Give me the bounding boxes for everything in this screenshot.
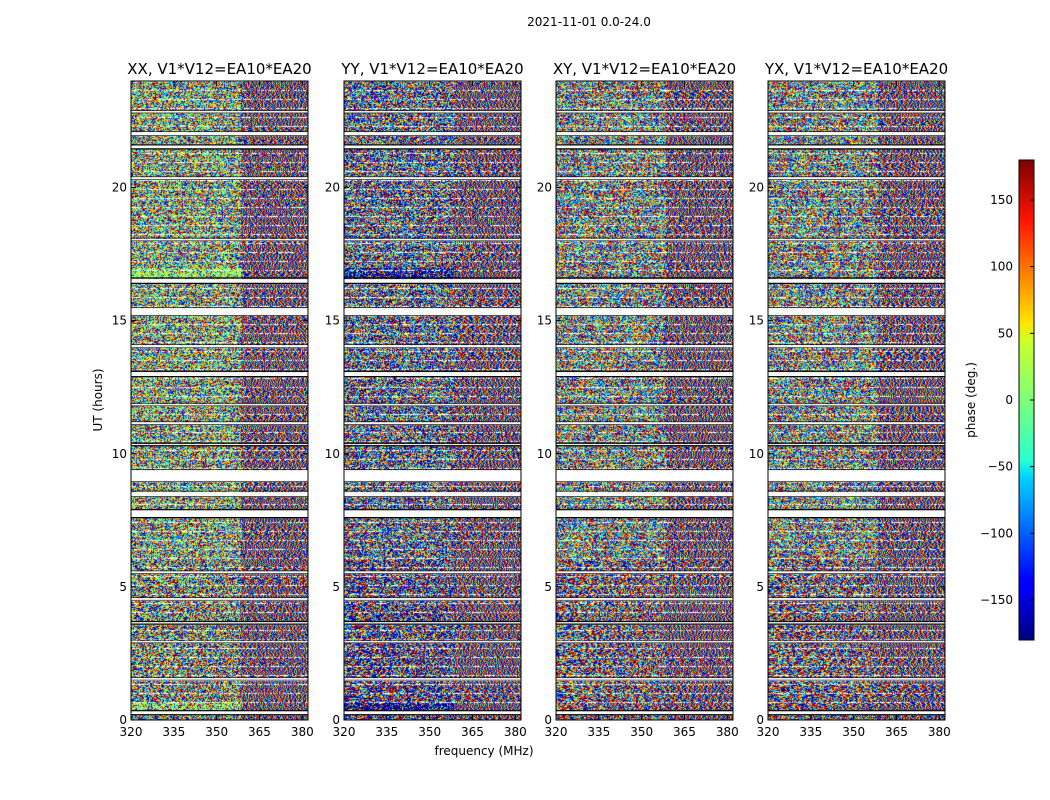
y-tick-label: 10	[537, 447, 552, 461]
y-tick-label: 0	[119, 713, 127, 727]
panels: XX, V1*V12=EA10*EA20 320 335 350 365 380 0 5 10 1…	[112, 60, 951, 739]
y-tick-label: 15	[749, 314, 764, 328]
colorbar-tick-label: 50	[998, 326, 1013, 340]
x-tick-label: 320	[333, 725, 356, 739]
x-tick-label: 350	[630, 725, 653, 739]
y-tick-label: 15	[112, 314, 127, 328]
panel-frame	[555, 80, 734, 721]
panel-title: YX, V1*V12=EA10*EA20	[764, 60, 948, 78]
y-tick-label: 5	[332, 580, 340, 594]
panel-title: XY, V1*V12=EA10*EA20	[553, 60, 736, 78]
heatmap-yx	[768, 81, 945, 720]
panel-title: XX, V1*V12=EA10*EA20	[127, 60, 311, 78]
x-tick-label: 365	[885, 725, 908, 739]
x-tick-label: 380	[716, 725, 739, 739]
x-tick-label: 350	[842, 725, 865, 739]
colorbar-tick-label: −100	[980, 526, 1013, 540]
x-tick-label: 350	[205, 725, 228, 739]
x-tick-label: 380	[504, 725, 527, 739]
x-tick-label: 365	[673, 725, 696, 739]
x-tick-label: 320	[545, 725, 568, 739]
x-tick-label: 335	[162, 725, 185, 739]
colorbar-ticks: −150 −100 −50 0 50 100 150	[980, 193, 1034, 607]
panel-frame	[130, 80, 309, 721]
heatmap-xx	[131, 81, 308, 720]
x-tick-label: 365	[248, 725, 271, 739]
x-tick-label: 335	[587, 725, 610, 739]
x-tick-label: 335	[799, 725, 822, 739]
heatmap-xy	[556, 81, 733, 720]
colorbar-tick-label: 0	[1005, 393, 1013, 407]
panel-title: YY, V1*V12=EA10*EA20	[340, 60, 523, 78]
x-tick-label: 380	[291, 725, 314, 739]
x-axis-label: frequency (MHz)	[434, 744, 533, 758]
y-tick-label: 5	[119, 580, 127, 594]
panel-yy: YY, V1*V12=EA10*EA20 320 335 350 365 380 0 5 10 1…	[325, 60, 527, 739]
y-tick-label: 5	[544, 580, 552, 594]
y-tick-label: 20	[537, 181, 552, 195]
y-tick-label: 0	[544, 713, 552, 727]
y-axis-label: UT (hours)	[91, 368, 105, 431]
y-tick-label: 10	[112, 447, 127, 461]
x-tick-label: 380	[928, 725, 951, 739]
panel-yx: YX, V1*V12=EA10*EA20 320 335 350 365 380 0 5 10 1…	[749, 60, 951, 739]
y-tick-label: 10	[325, 447, 340, 461]
heatmap-yy	[344, 81, 521, 720]
y-tick-label: 15	[537, 314, 552, 328]
colorbar-tick-label: 100	[990, 260, 1013, 274]
panel-xx: XX, V1*V12=EA10*EA20 320 335 350 365 380 0 5 10 1…	[112, 60, 314, 739]
panel-frame	[767, 80, 946, 721]
y-tick-label: 0	[756, 713, 764, 727]
figure-suptitle: 2021-11-01 0.0-24.0	[527, 15, 651, 29]
y-tick-label: 20	[112, 181, 127, 195]
y-tick-label: 15	[325, 314, 340, 328]
y-tick-label: 10	[749, 447, 764, 461]
x-tick-label: 320	[757, 725, 780, 739]
x-tick-label: 365	[461, 725, 484, 739]
colorbar: −150 −100 −50 0 50 100 150 phase (deg.)	[964, 159, 1035, 641]
y-tick-label: 5	[756, 580, 764, 594]
colorbar-label: phase (deg.)	[964, 362, 978, 438]
colorbar-tick-label: 150	[990, 193, 1013, 207]
x-tick-label: 320	[120, 725, 143, 739]
colorbar-tick-label: −50	[988, 460, 1013, 474]
y-tick-label: 0	[332, 713, 340, 727]
x-tick-label: 335	[375, 725, 398, 739]
colorbar-tick-label: −150	[980, 593, 1013, 607]
y-tick-label: 20	[325, 181, 340, 195]
x-tick-label: 350	[418, 725, 441, 739]
panel-xy: XY, V1*V12=EA10*EA20 320 335 350 365 380 0 5 10 1…	[537, 60, 739, 739]
panel-frame	[343, 80, 522, 721]
y-tick-label: 20	[749, 181, 764, 195]
